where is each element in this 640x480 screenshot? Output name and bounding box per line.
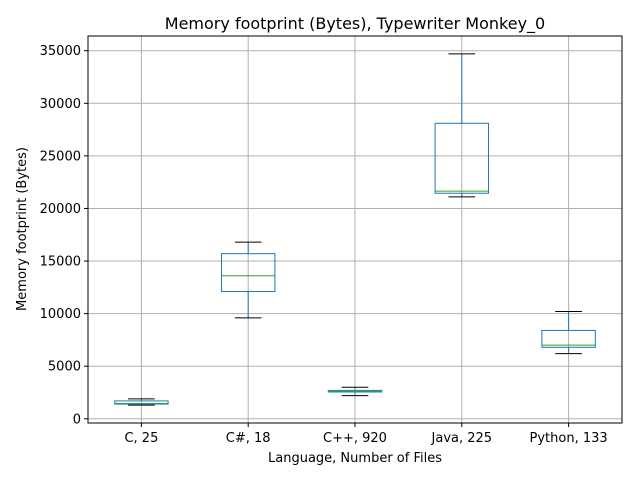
x-tick-label: Java, 225 [431, 431, 493, 446]
box-series [114, 53, 596, 406]
iqr-box [221, 253, 276, 293]
y-tick-label: 30000 [40, 97, 81, 112]
box-group [541, 311, 596, 355]
x-tick-label: C, 25 [124, 431, 158, 446]
iqr-box [541, 329, 596, 348]
y-tick-label: 10000 [40, 307, 81, 322]
y-axis-title: Memory footprint (Bytes) [15, 147, 30, 311]
box-group [327, 386, 383, 397]
x-tick-label: C++, 920 [323, 431, 387, 446]
y-axis-ticks: 0 5000 10000 15000 20000 25000 30000 35000 [40, 44, 88, 427]
y-tick-label: 5000 [48, 360, 81, 375]
box-group [434, 53, 490, 198]
y-tick-label: 25000 [40, 149, 81, 164]
x-axis-title: Language, Number of Files [268, 451, 442, 466]
chart-title: Memory footprint (Bytes), Typewriter Mon… [165, 14, 545, 34]
iqr-box [114, 400, 169, 405]
y-tick-label: 15000 [40, 255, 81, 270]
box-group [114, 398, 169, 406]
y-tick-label: 0 [73, 412, 81, 427]
grid-lines [88, 36, 622, 423]
x-tick-label: Python, 133 [530, 431, 608, 446]
iqr-box [434, 122, 490, 194]
box-group [221, 241, 276, 319]
x-tick-label: C#, 18 [226, 431, 271, 446]
y-tick-label: 20000 [40, 202, 81, 217]
y-tick-label: 35000 [40, 44, 81, 59]
x-axis-ticks: C, 25 C#, 18 C++, 920 Java, 225 Python, 133 [124, 423, 608, 446]
